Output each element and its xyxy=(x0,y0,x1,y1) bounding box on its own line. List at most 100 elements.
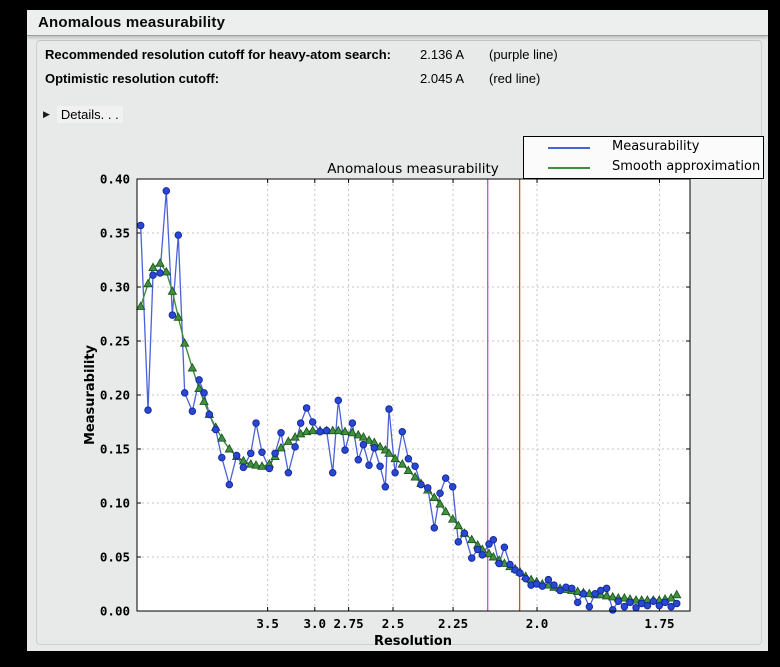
y-tick-label: 0.05 xyxy=(100,550,130,565)
x-tick-label: 2.25 xyxy=(438,616,468,631)
measurability-point xyxy=(620,602,629,611)
measurability-point xyxy=(556,586,564,595)
measurability-point xyxy=(258,448,266,456)
smooth-point xyxy=(155,258,165,267)
measurability-point xyxy=(296,419,305,427)
smooth-point xyxy=(167,286,178,295)
measurability-point xyxy=(239,463,248,472)
content-groupbox xyxy=(36,40,762,645)
measurability-point xyxy=(608,606,617,614)
chart-legend: Measurability Smooth approximation xyxy=(523,136,764,179)
measurability-point xyxy=(308,418,317,426)
y-tick-label: 0.40 xyxy=(100,172,130,187)
recommended-cutoff-value: 2.136 A xyxy=(420,47,465,62)
measurability-point xyxy=(643,601,652,610)
measurability-point xyxy=(302,404,311,412)
smooth-point xyxy=(246,458,256,468)
measurability-point xyxy=(489,535,498,544)
measurability-point xyxy=(478,551,487,559)
smooth-point xyxy=(447,514,458,523)
measurability-point xyxy=(423,484,432,492)
measurability-point xyxy=(585,602,594,611)
y-tick-label: 0.30 xyxy=(100,280,130,295)
measurability-point xyxy=(411,462,419,471)
measurability-point xyxy=(430,524,439,532)
measurability-point xyxy=(655,601,664,610)
y-tick-label: 0.00 xyxy=(100,604,130,619)
smooth-point xyxy=(353,429,364,439)
smooth-point xyxy=(375,441,385,451)
smooth-point xyxy=(187,362,198,372)
measurability-point xyxy=(376,462,384,471)
y-tick-label: 0.25 xyxy=(100,334,130,349)
measurability-point xyxy=(200,389,208,397)
measurability-point xyxy=(328,469,337,477)
smooth-point xyxy=(179,338,190,347)
measurability-point xyxy=(334,396,343,405)
smooth-point xyxy=(194,383,204,392)
smooth-point xyxy=(390,453,400,463)
smooth-point xyxy=(251,460,261,469)
measurability-point xyxy=(322,426,331,435)
measurability-line-swatch xyxy=(548,147,590,149)
smooth-point xyxy=(403,465,414,475)
measurability-point xyxy=(460,529,469,537)
measurability-point xyxy=(667,602,675,611)
x-tick-label: 3.5 xyxy=(256,616,279,631)
optimistic-cutoff-note: (red line) xyxy=(489,71,541,86)
measurability-point xyxy=(672,599,681,608)
measurability-point xyxy=(591,589,599,598)
details-expander-label[interactable]: Details. . . xyxy=(56,105,123,123)
measurability-point xyxy=(544,575,553,584)
smooth-point xyxy=(671,589,682,599)
measurability-point xyxy=(188,407,197,415)
measurability-point xyxy=(441,474,450,482)
measurability-point xyxy=(354,456,363,464)
measurability-point xyxy=(205,410,214,419)
measurability-point xyxy=(454,538,463,546)
smooth-point xyxy=(217,433,227,442)
smooth-point xyxy=(572,586,583,596)
measurability-point xyxy=(174,231,183,239)
smooth-point xyxy=(584,588,595,598)
anomalous-measurability-panel: Anomalous measurability Recommended reso… xyxy=(27,10,768,651)
smooth-point xyxy=(410,471,420,481)
smooth-point xyxy=(161,266,172,276)
smooth-point xyxy=(143,278,153,288)
details-expander[interactable]: ▶ Details. . . xyxy=(43,105,123,123)
x-tick-label: 2.5 xyxy=(382,616,405,631)
x-axis-label: Resolution xyxy=(374,634,452,649)
x-tick-label: 1.75 xyxy=(644,616,674,631)
measurability-point xyxy=(156,269,164,277)
legend-label-smooth-approximation: Smooth approximation xyxy=(612,159,761,174)
smooth-point xyxy=(333,425,344,435)
measurability-point xyxy=(550,581,558,589)
smooth-point xyxy=(429,492,440,502)
smooth-point xyxy=(631,595,641,604)
measurability-point xyxy=(271,449,279,458)
measurability-point xyxy=(168,311,177,319)
chart-title: Anomalous measurability xyxy=(327,161,499,177)
measurability-point xyxy=(348,419,357,427)
plot-border xyxy=(136,178,691,612)
recommended-cutoff-label: Recommended resolution cutoff for heavy-… xyxy=(45,47,392,62)
measurability-point xyxy=(495,559,503,568)
measurability-point xyxy=(365,461,373,469)
optimistic-cutoff-value: 2.045 A xyxy=(420,71,465,86)
disclosure-triangle-icon[interactable]: ▶ xyxy=(43,108,50,119)
measurability-point xyxy=(473,545,482,554)
measurability-point xyxy=(614,597,623,606)
smooth-point xyxy=(384,448,394,457)
measurability-point xyxy=(359,440,368,449)
measurability-point xyxy=(149,271,157,279)
measurability-point xyxy=(417,480,425,489)
panel-title: Anomalous measurability xyxy=(38,14,226,31)
measurability-point xyxy=(211,425,220,434)
smooth-point xyxy=(358,431,369,441)
x-tick-label: 2.0 xyxy=(526,616,549,631)
measurability-point xyxy=(626,598,634,607)
measurability-point xyxy=(391,469,399,477)
smooth-point xyxy=(135,301,146,310)
measurability-point xyxy=(252,419,260,427)
smooth-point xyxy=(440,506,451,516)
